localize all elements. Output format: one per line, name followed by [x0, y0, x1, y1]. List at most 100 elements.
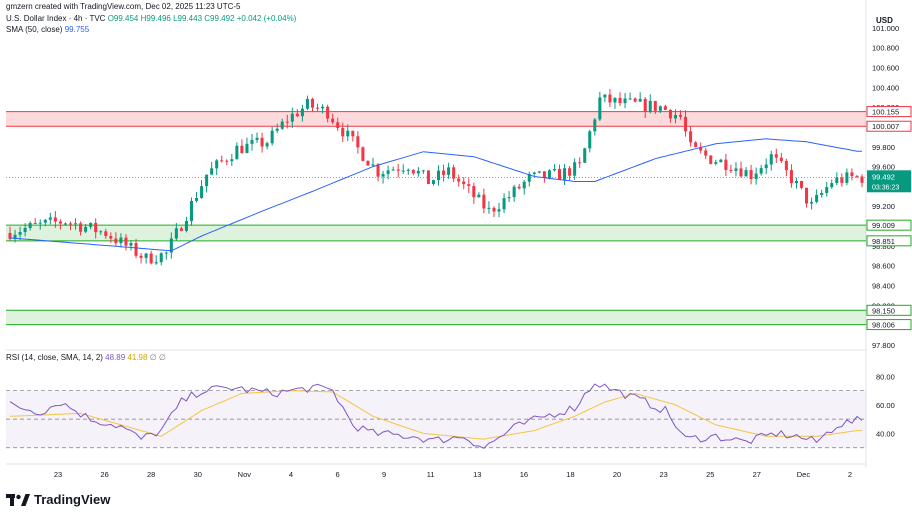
candle-body	[377, 164, 380, 176]
candle-body	[215, 160, 218, 168]
price-axis[interactable]: USD101.000100.800100.600100.400100.20099…	[867, 16, 911, 438]
candle-body	[276, 129, 279, 131]
candle-body	[689, 131, 692, 142]
candle-body	[94, 223, 97, 232]
price-tick-label: 100.400	[872, 83, 899, 92]
candle-body	[739, 168, 742, 176]
candle-body	[155, 262, 158, 263]
candle-body	[225, 161, 228, 162]
candle-body	[220, 160, 223, 161]
candle-body	[840, 178, 843, 183]
price-tick-label: 100.800	[872, 44, 899, 53]
candle-body	[205, 175, 208, 187]
rsi-legend[interactable]: RSI (14, close, SMA, 14, 2) 48.89 41.98 …	[6, 353, 166, 362]
candle-body	[351, 131, 354, 137]
candle-body	[487, 208, 490, 209]
zone-label: 100.007	[872, 122, 899, 131]
candle-body	[820, 193, 823, 195]
tradingview-logo-text: TradingView	[34, 492, 110, 507]
candle-body	[760, 168, 763, 173]
candle-body	[770, 154, 773, 164]
candle-body	[518, 187, 521, 189]
time-tick-label: 11	[427, 470, 435, 479]
candle-body	[659, 106, 662, 111]
price-tick-label: 101.000	[872, 24, 899, 33]
candle-body	[860, 177, 863, 183]
candle-body	[664, 106, 667, 110]
candle-body	[261, 138, 264, 147]
candle-body	[472, 186, 475, 197]
candle-body	[805, 188, 808, 204]
candle-body	[64, 223, 67, 224]
ohlc-open: O99.454	[108, 14, 139, 23]
candle-body	[256, 138, 259, 140]
candle-body	[704, 151, 707, 156]
tradingview-logo[interactable]: TradingView	[6, 492, 110, 507]
candle-body	[850, 172, 853, 176]
last-price-label: 99.492	[872, 172, 895, 181]
price-tick-label: 98.600	[872, 262, 895, 271]
candle-body	[39, 223, 42, 224]
zone-label: 98.851	[872, 237, 895, 246]
candle-body	[855, 176, 858, 177]
candle-body	[109, 236, 112, 239]
candle-body	[296, 114, 299, 117]
candle-body	[245, 144, 248, 153]
time-tick-label: 13	[473, 470, 481, 479]
candle-body	[694, 142, 697, 147]
candle-body	[321, 107, 324, 109]
candle-body	[719, 160, 722, 162]
countdown-label: 03:36:23	[872, 184, 899, 191]
candle-body	[190, 201, 193, 221]
rsi-sma-value: 41.98	[127, 353, 147, 362]
price-tick-label: 99.600	[872, 163, 895, 172]
candle-body	[618, 98, 621, 103]
candle-body	[306, 99, 309, 109]
candle-body	[336, 122, 339, 128]
candle-body	[200, 186, 203, 198]
candle-body	[286, 122, 289, 123]
candle-body	[311, 99, 314, 108]
ohlc-high: H99.496	[141, 14, 171, 23]
candle-body	[498, 209, 501, 211]
candle-body	[714, 162, 717, 164]
rsi-label: RSI (14, close, SMA, 14, 2)	[6, 353, 103, 362]
sma-legend[interactable]: SMA (50, close) 99.755	[6, 25, 89, 34]
candle-body	[724, 160, 727, 170]
time-axis[interactable]: 23 26 28 30 Nov 4 6 9 11 13 16 18 20 23 25 27 Dec 2	[54, 470, 852, 479]
candle-body	[29, 223, 32, 228]
candle-body	[69, 223, 72, 224]
candle-body	[54, 217, 57, 221]
zone-label: 98.150	[872, 306, 895, 315]
symbol-legend[interactable]: U.S. Dollar Index · 4h · TVC O99.454 H99…	[6, 14, 296, 23]
candle-body	[326, 107, 329, 119]
candle-body	[59, 222, 62, 224]
candle-body	[765, 165, 768, 169]
price-tick-label: 98.400	[872, 282, 895, 291]
candle-body	[503, 198, 506, 209]
candle-body	[371, 164, 374, 165]
chart-canvas: USD101.000100.800100.600100.400100.20099…	[0, 0, 912, 513]
candle-body	[815, 195, 818, 202]
candle-body	[492, 208, 495, 212]
candle-body	[160, 253, 163, 262]
candle-body	[790, 170, 793, 183]
candle-body	[593, 119, 596, 131]
candle-body	[810, 202, 813, 204]
time-tick-label: 6	[335, 470, 339, 479]
candle-body	[124, 238, 127, 246]
candle-body	[785, 161, 788, 170]
candle-body	[538, 171, 541, 172]
candle-body	[316, 108, 319, 109]
candle-body	[745, 170, 748, 176]
candle-body	[382, 174, 385, 177]
candle-body	[84, 227, 87, 232]
time-tick-label: 16	[520, 470, 528, 479]
candle-body	[800, 181, 803, 188]
candle-body	[825, 187, 828, 193]
candle-body	[99, 231, 102, 232]
candle-body	[175, 228, 178, 238]
candle-body	[301, 109, 304, 117]
time-tick-label: 30	[194, 470, 202, 479]
rsi-value: 48.89	[105, 353, 125, 362]
